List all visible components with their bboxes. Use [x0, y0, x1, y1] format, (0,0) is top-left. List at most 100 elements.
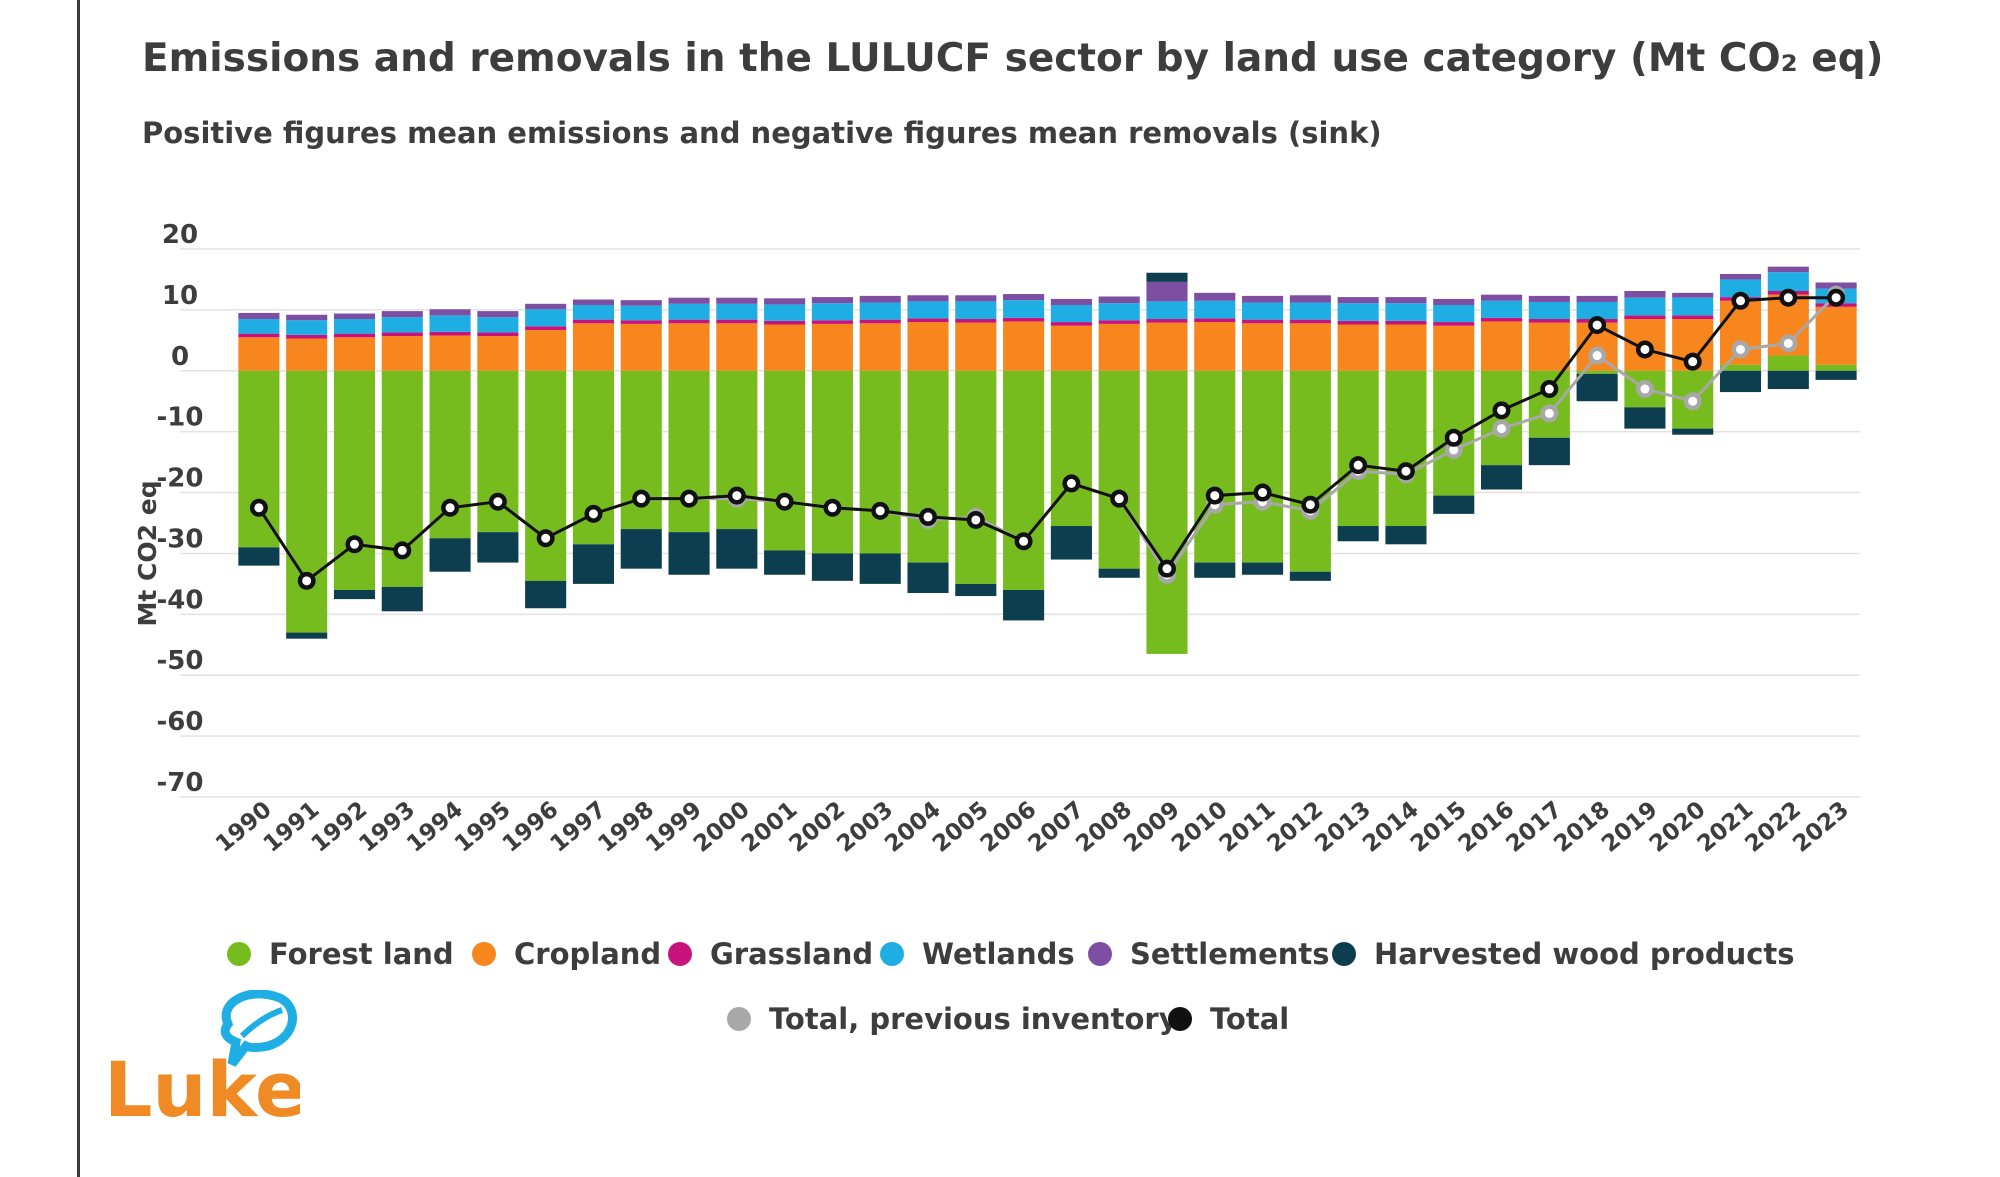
bar-wetlands-2017 — [1528, 301, 1570, 320]
point-total-1990 — [254, 503, 264, 513]
point-total-2023 — [1831, 293, 1841, 303]
point-previous-2021 — [1736, 344, 1746, 354]
y-tick-label: 0 — [171, 342, 189, 372]
bar-forest-1999 — [668, 370, 710, 533]
point-total-1998 — [636, 494, 646, 504]
bar-forest-1996 — [525, 370, 567, 581]
bar-settlements-2001 — [764, 298, 806, 305]
bar-grassland-2017 — [1528, 319, 1570, 323]
bar-settlements-2011 — [1242, 295, 1284, 303]
bar-grassland-2014 — [1385, 320, 1427, 325]
bar-wetlands-1990 — [238, 319, 280, 334]
bar-settlements-2017 — [1528, 295, 1570, 302]
bar-hwp-1997 — [572, 544, 615, 584]
bar-cropland-2017 — [1528, 322, 1570, 371]
legend-label-wetlands: Wetlands — [922, 937, 1075, 971]
bar-grassland-2015 — [1433, 322, 1475, 326]
bar-forest-2022 — [1767, 355, 1809, 371]
bar-hwp-2017 — [1528, 437, 1570, 466]
bar-wetlands-1997 — [572, 305, 615, 320]
bar-wetlands-1995 — [477, 317, 519, 333]
bar-hwp-1995 — [477, 532, 519, 563]
legend-label-hwp: Harvested wood products — [1374, 937, 1795, 971]
bar-hwp-1998 — [620, 529, 662, 569]
bar-hwp-1999 — [668, 532, 710, 575]
bar-grassland-1999 — [668, 319, 710, 324]
y-axis-title: Mt CO2 eq — [133, 480, 162, 626]
bar-grassland-1994 — [429, 331, 471, 336]
chart-title: Emissions and removals in the LULUCF sec… — [142, 36, 1884, 81]
bar-cropland-2015 — [1433, 325, 1475, 371]
bar-settlements-2023 — [1815, 282, 1857, 289]
point-total-2017 — [1544, 384, 1554, 394]
legend-marker-cropland — [472, 942, 496, 966]
point-total-2019 — [1640, 344, 1650, 354]
bar-hwp-2008 — [1098, 568, 1140, 578]
point-total-1995 — [493, 497, 503, 507]
bar-hwp-2010 — [1194, 562, 1236, 578]
point-total-2003 — [875, 506, 885, 516]
bar-cropland-2006 — [1003, 321, 1045, 371]
legend-marker-total — [1168, 1007, 1192, 1031]
bar-cropland-2016 — [1480, 321, 1523, 371]
luke-logo: Luke — [100, 989, 307, 1134]
point-total-2002 — [827, 503, 837, 513]
bar-wetlands-2002 — [811, 303, 853, 321]
bar-settlements-1994 — [429, 309, 471, 316]
bar-grassland-1990 — [238, 333, 280, 338]
point-total-2013 — [1353, 460, 1363, 470]
point-total-2022 — [1783, 293, 1793, 303]
bar-cropland-1993 — [381, 336, 423, 371]
point-previous-2015 — [1449, 445, 1459, 455]
bar-wetlands-2009 — [1146, 301, 1188, 320]
bar-cropland-1996 — [525, 329, 567, 371]
bar-grassland-2012 — [1289, 319, 1331, 324]
bar-settlements-1996 — [525, 303, 567, 310]
y-tick-label: 10 — [162, 281, 198, 311]
bar-wetlands-2004 — [907, 301, 949, 319]
y-tick-label: -20 — [157, 464, 204, 494]
bar-grassland-2006 — [1003, 317, 1045, 322]
bar-grassland-1993 — [381, 332, 423, 337]
bar-settlements-2009 — [1146, 281, 1188, 302]
y-tick-label: -10 — [157, 403, 204, 433]
point-total-1997 — [588, 509, 598, 519]
bar-hwp-2012 — [1289, 571, 1331, 581]
point-total-1994 — [445, 503, 455, 513]
bar-hwp-2022 — [1767, 370, 1809, 390]
bar-settlements-2012 — [1289, 295, 1331, 303]
bar-forest-2018 — [1576, 370, 1618, 374]
legend-marker-settlements — [1088, 942, 1112, 966]
bar-forest-2023 — [1815, 364, 1857, 371]
bar-grassland-1992 — [333, 333, 376, 338]
bar-settlements-2015 — [1433, 298, 1475, 306]
bar-wetlands-1992 — [333, 319, 376, 334]
point-previous-2019 — [1640, 384, 1650, 394]
y-tick-label: -30 — [157, 524, 204, 554]
bar-cropland-1990 — [238, 337, 280, 371]
bar-wetlands-2001 — [764, 304, 806, 321]
legend-marker-forest — [227, 942, 251, 966]
bar-grassland-2010 — [1194, 318, 1236, 323]
bar-settlements-1997 — [572, 299, 615, 306]
bar-grassland-2016 — [1480, 317, 1523, 322]
bar-hwp-1990 — [238, 547, 280, 566]
line-total — [257, 296, 1837, 584]
point-total-1999 — [684, 494, 694, 504]
point-total-2000 — [732, 491, 742, 501]
bar-cropland-2009 — [1146, 322, 1188, 371]
bar-wetlands-1999 — [668, 303, 710, 320]
bar-forest-2004 — [907, 370, 949, 563]
logo-text: Luke — [104, 1045, 300, 1130]
bar-settlements-2010 — [1194, 292, 1236, 301]
bar-wetlands-2005 — [955, 301, 997, 320]
bar-grassland-1998 — [620, 320, 662, 324]
point-total-2020 — [1688, 357, 1698, 367]
bar-cropland-2002 — [811, 323, 853, 371]
bar-cropland-1994 — [429, 335, 471, 371]
bar-cropland-2008 — [1098, 323, 1140, 371]
bars — [238, 266, 1857, 654]
bar-wetlands-2003 — [859, 302, 901, 320]
bar-hwp-2003 — [859, 553, 901, 584]
bar-settlements-2004 — [907, 295, 949, 302]
